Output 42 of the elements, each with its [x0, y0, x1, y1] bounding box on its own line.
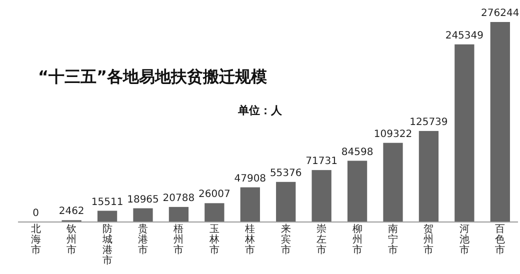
- bar: [168, 206, 189, 222]
- x-tick-label: 北海市: [30, 223, 41, 256]
- x-tick-label: 防城港市: [101, 223, 112, 266]
- data-label: 47908: [234, 173, 266, 184]
- data-label: 55376: [270, 168, 302, 179]
- data-label: 15511: [91, 196, 124, 208]
- bar: [490, 22, 510, 222]
- x-tick-label: 桂林市: [244, 223, 256, 256]
- x-tick-label: 梧州市: [172, 223, 184, 256]
- x-tick-label: 玉林市: [208, 224, 220, 256]
- x-tick-label: 百色市: [495, 224, 506, 256]
- x-tick-label: 崇左市: [316, 223, 327, 256]
- bar: [133, 208, 153, 222]
- data-label: 2462: [58, 206, 84, 218]
- data-label: 109322: [374, 128, 412, 140]
- bar: [276, 182, 296, 222]
- bar: [312, 170, 332, 222]
- data-label: 84598: [341, 146, 374, 158]
- data-label: 276244: [481, 8, 520, 19]
- data-label: 245349: [445, 30, 484, 42]
- x-tick-label: 贺州市: [424, 223, 434, 256]
- x-tick-label: 贵港市: [138, 223, 148, 256]
- x-tick-label: 南宁市: [388, 223, 398, 256]
- bar: [454, 44, 474, 222]
- x-tick-label: 柳州市: [352, 223, 362, 256]
- data-label: 20788: [162, 192, 195, 204]
- data-label: 26007: [198, 189, 230, 200]
- data-label: 125739: [410, 116, 448, 128]
- bar: [347, 160, 368, 222]
- x-tick-label: 河池市: [459, 223, 470, 256]
- bar: [204, 203, 224, 222]
- x-tick-label: 钦州市: [66, 224, 77, 256]
- bar: [97, 210, 118, 222]
- x-tick-label: 来宾市: [280, 223, 291, 256]
- annotation: 单位：人: [237, 104, 283, 117]
- data-label: 0: [32, 208, 40, 219]
- data-label: 71731: [306, 156, 338, 168]
- data-label: 18965: [127, 194, 159, 206]
- bar: [418, 130, 439, 222]
- bar: [240, 187, 260, 222]
- text: “十三五”各地易地扶贫搬迁规模: [38, 67, 268, 86]
- bar: [383, 142, 403, 222]
